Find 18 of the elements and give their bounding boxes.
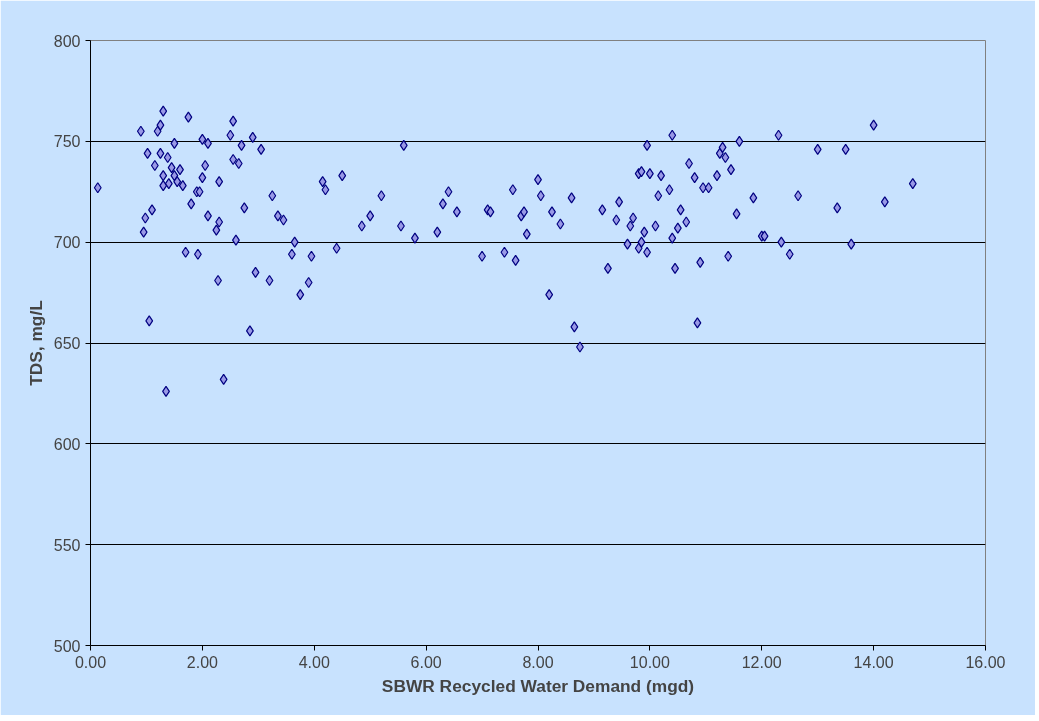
x-tick-label: 12.00: [741, 653, 782, 671]
x-tick-label: 10.00: [629, 653, 670, 671]
y-tick-label: 550: [53, 536, 81, 554]
y-tick-label: 800: [53, 32, 81, 50]
x-tick-label: 0.00: [74, 653, 107, 671]
y-tick-label: 600: [53, 435, 81, 453]
y-tick-label: 700: [53, 234, 81, 252]
x-tick-label: 4.00: [298, 653, 330, 671]
y-axis-title: TDS, mg/L: [25, 299, 46, 386]
x-tick-label: 16.00: [965, 653, 1006, 671]
x-axis-title: SBWR Recycled Water Demand (mgd): [381, 675, 695, 696]
x-tick-label: 8.00: [522, 653, 554, 671]
y-tick-label: 500: [53, 637, 81, 655]
x-tick-label: 2.00: [186, 653, 219, 671]
x-tick-label: 6.00: [410, 653, 442, 671]
y-tick-label: 750: [53, 133, 81, 151]
y-tick-label: 650: [53, 335, 81, 352]
x-tick-label: 14.00: [853, 653, 894, 671]
